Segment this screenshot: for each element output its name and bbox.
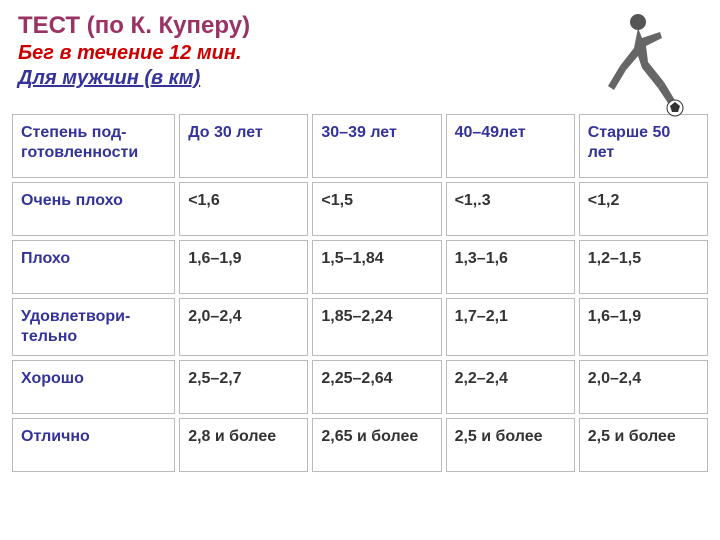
row-label: Очень плохо [12, 182, 175, 236]
cell: <1,.3 [446, 182, 575, 236]
row-label: Удовлетвори-тельно [12, 298, 175, 356]
cell: 1,2–1,5 [579, 240, 708, 294]
row-label: Хорошо [12, 360, 175, 414]
col-header-age2: 30–39 лет [312, 114, 441, 178]
cell: 2,5–2,7 [179, 360, 308, 414]
cooper-test-table: Степень под-готовленности До 30 лет 30–3… [8, 110, 712, 476]
cell: 1,3–1,6 [446, 240, 575, 294]
row-label: Плохо [12, 240, 175, 294]
cell: 1,6–1,9 [579, 298, 708, 356]
table-row: Хорошо 2,5–2,7 2,25–2,64 2,2–2,4 2,0–2,4 [12, 360, 708, 414]
col-header-level: Степень под-готовленности [12, 114, 175, 178]
cell: 2,5 и более [446, 418, 575, 472]
cell: 2,8 и более [179, 418, 308, 472]
cell: 2,0–2,4 [579, 360, 708, 414]
row-label: Отлично [12, 418, 175, 472]
table-row: Отлично 2,8 и более 2,65 и более 2,5 и б… [12, 418, 708, 472]
cell: <1,5 [312, 182, 441, 236]
table-header-row: Степень под-готовленности До 30 лет 30–3… [12, 114, 708, 178]
col-header-age3: 40–49лет [446, 114, 575, 178]
table-row: Плохо 1,6–1,9 1,5–1,84 1,3–1,6 1,2–1,5 [12, 240, 708, 294]
cell: 2,65 и более [312, 418, 441, 472]
cell: 1,85–2,24 [312, 298, 441, 356]
col-header-age1: До 30 лет [179, 114, 308, 178]
cell: 1,7–2,1 [446, 298, 575, 356]
table-row: Удовлетвори-тельно 2,0–2,4 1,85–2,24 1,7… [12, 298, 708, 356]
cell: 2,0–2,4 [179, 298, 308, 356]
cell: <1,6 [179, 182, 308, 236]
col-header-age4: Старше 50 лет [579, 114, 708, 178]
cell: 1,5–1,84 [312, 240, 441, 294]
cell: 2,25–2,64 [312, 360, 441, 414]
cooper-test-table-wrap: Степень под-готовленности До 30 лет 30–3… [0, 98, 720, 476]
soccer-player-icon [590, 8, 690, 118]
cell: 2,2–2,4 [446, 360, 575, 414]
table-row: Очень плохо <1,6 <1,5 <1,.3 <1,2 [12, 182, 708, 236]
cell: 2,5 и более [579, 418, 708, 472]
cell: <1,2 [579, 182, 708, 236]
cell: 1,6–1,9 [179, 240, 308, 294]
